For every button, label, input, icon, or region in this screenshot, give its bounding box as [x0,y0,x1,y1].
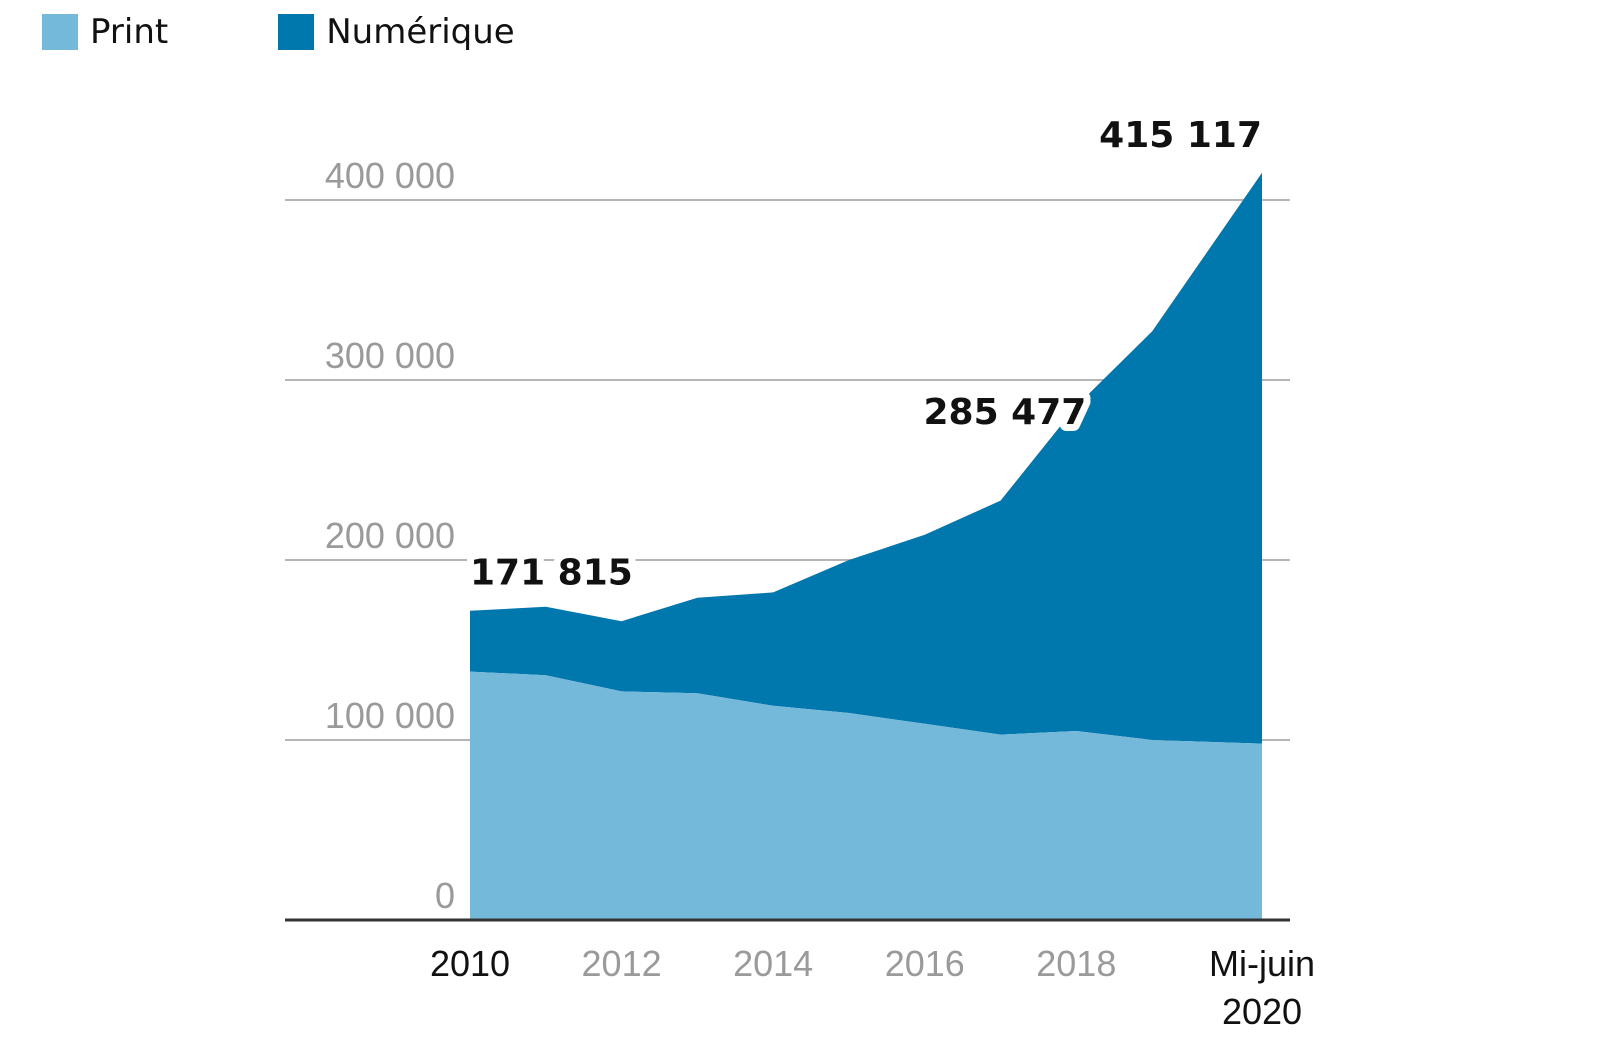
legend-swatch-print [42,14,78,50]
y-tick-label-100000: 100 000 [325,695,455,736]
x-tick-label-2010: 2010 [430,943,510,984]
total-label-halo-2018: 285 477 [923,392,1086,433]
area-layer [470,172,1262,920]
total-label-halo-2010: 171 815 [470,553,633,594]
axis-layer: 2010 2012 2014 2016 2018 Mi-juin 2020 [285,918,1315,1032]
total-label-2010: 171 815 [470,553,633,594]
grid-layer: 0 100 000 200 000 300 000 400 000 [285,155,1290,916]
x-tick-label-mi-juin: Mi-juin [1209,943,1315,984]
legend-item-print: Print [42,12,168,52]
x-tick-label-2018: 2018 [1036,943,1116,984]
legend: Print Numérique [42,12,625,52]
legend-label-print: Print [90,12,169,52]
area-series-numerique [470,172,1262,744]
x-tick-label-2016: 2016 [885,943,965,984]
legend-label-digital: Numérique [326,12,515,52]
y-tick-label-300000: 300 000 [325,335,455,376]
y-tick-label-200000: 200 000 [325,515,455,556]
legend-swatch-digital [278,14,315,50]
x-tick-label-2012: 2012 [582,943,662,984]
area-series-print [470,671,1262,920]
y-tick-label-400000: 400 000 [325,155,455,196]
x-tick-label-2014: 2014 [733,943,813,984]
y-tick-label-0: 0 [435,875,455,916]
total-label-halo-2020.45: 415 117 [1099,115,1262,156]
x-tick-label-2020: 2020 [1222,991,1302,1032]
legend-item-digital: Numérique [278,12,515,52]
total-label-2020.45: 415 117 [1099,115,1262,156]
total-label-2018: 285 477 [923,392,1086,433]
